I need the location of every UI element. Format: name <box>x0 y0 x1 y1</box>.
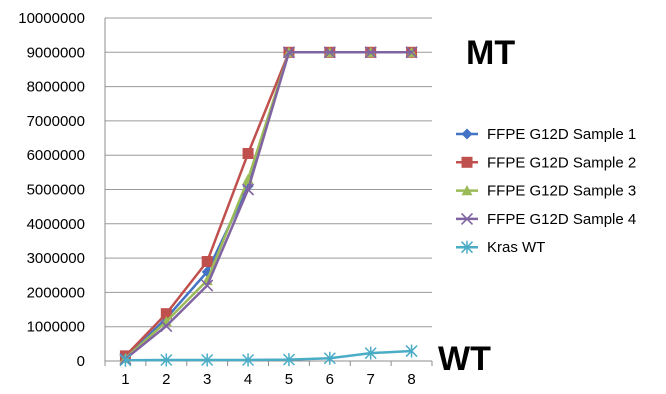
y-axis-tick-labels: 0 1000000 2000000 3000000 4000000 5000000 6000… <box>18 10 85 370</box>
legend-label-4: FFPE G12D Sample 4 <box>487 211 636 228</box>
legend-marker-2 <box>461 156 473 168</box>
annotation-mt: MT <box>466 34 515 72</box>
series-4-line <box>124 51 412 360</box>
series-5-line <box>125 349 412 362</box>
x-tick-label-2: 3 <box>203 371 211 388</box>
legend-label-2: FFPE G12D Sample 2 <box>487 154 636 171</box>
x-tick-label-3: 4 <box>244 371 252 388</box>
y-tick-label-8: 8000000 <box>27 79 85 96</box>
legend-marker-3 <box>461 185 473 196</box>
series-2 <box>119 46 418 362</box>
series-5-point-1 <box>119 353 132 367</box>
y-tick-label-1: 1000000 <box>27 319 85 336</box>
series-5-point-8 <box>405 344 418 358</box>
annotation-wt: WT <box>438 340 491 378</box>
series-2-point-3 <box>201 256 213 268</box>
legend-item-2: FFPE G12D Sample 2 <box>456 154 636 171</box>
legend-item-1: FFPE G12D Sample 1 <box>456 126 636 143</box>
series-4 <box>119 46 418 366</box>
series-5-point-5 <box>282 353 295 367</box>
x-tick-label-1: 2 <box>162 371 170 388</box>
series-4-point-5 <box>282 46 296 59</box>
series-5-point-6 <box>323 351 336 365</box>
gridlines <box>105 17 432 362</box>
legend: FFPE G12D Sample 1 FFPE G12D Sample 2 FFPE… <box>456 126 636 256</box>
x-tick-label-7: 8 <box>407 371 415 388</box>
y-tick-label-5: 5000000 <box>27 182 85 199</box>
legend-label-5: Kras WT <box>487 239 545 256</box>
series-4-point-8 <box>405 46 418 59</box>
series-5-point-4 <box>242 353 255 367</box>
legend-item-4: FFPE G12D Sample 4 <box>456 211 636 228</box>
y-tick-label-7: 7000000 <box>27 113 85 130</box>
series-5-point-3 <box>201 353 214 367</box>
y-tick-label-9: 9000000 <box>27 44 85 61</box>
legend-label-3: FFPE G12D Sample 3 <box>487 183 636 200</box>
legend-marker-4 <box>460 212 474 225</box>
y-tick-label-2: 2000000 <box>27 284 85 301</box>
y-tick-label-0: 0 <box>77 353 85 370</box>
y-tick-label-6: 6000000 <box>27 147 85 164</box>
series-4-point-4 <box>241 183 255 196</box>
legend-item-3: FFPE G12D Sample 3 <box>456 183 636 200</box>
series-2-point-4 <box>242 147 254 159</box>
data-series <box>119 46 418 367</box>
series-4-point-2 <box>160 319 173 333</box>
series-4-point-3 <box>201 279 214 292</box>
legend-marker-5 <box>460 240 474 254</box>
legend-item-5: Kras WT <box>456 239 545 256</box>
series-5-point-2 <box>160 353 173 367</box>
x-tick-label-4: 5 <box>285 371 293 388</box>
y-tick-label-3: 3000000 <box>27 250 85 267</box>
series-4-point-6 <box>323 46 336 59</box>
legend-marker-1 <box>461 128 473 140</box>
series-5-point-7 <box>364 346 377 360</box>
legend-label-1: FFPE G12D Sample 1 <box>487 126 636 143</box>
series-4-point-7 <box>364 46 377 59</box>
y-tick-label-4: 4000000 <box>27 216 85 233</box>
x-tick-label-0: 1 <box>121 371 129 388</box>
series-5 <box>119 344 418 367</box>
x-tick-label-5: 6 <box>326 371 334 388</box>
series-2-point-2 <box>160 308 172 320</box>
x-tick-label-6: 7 <box>367 371 375 388</box>
y-tick-label-10: 10000000 <box>18 10 85 27</box>
